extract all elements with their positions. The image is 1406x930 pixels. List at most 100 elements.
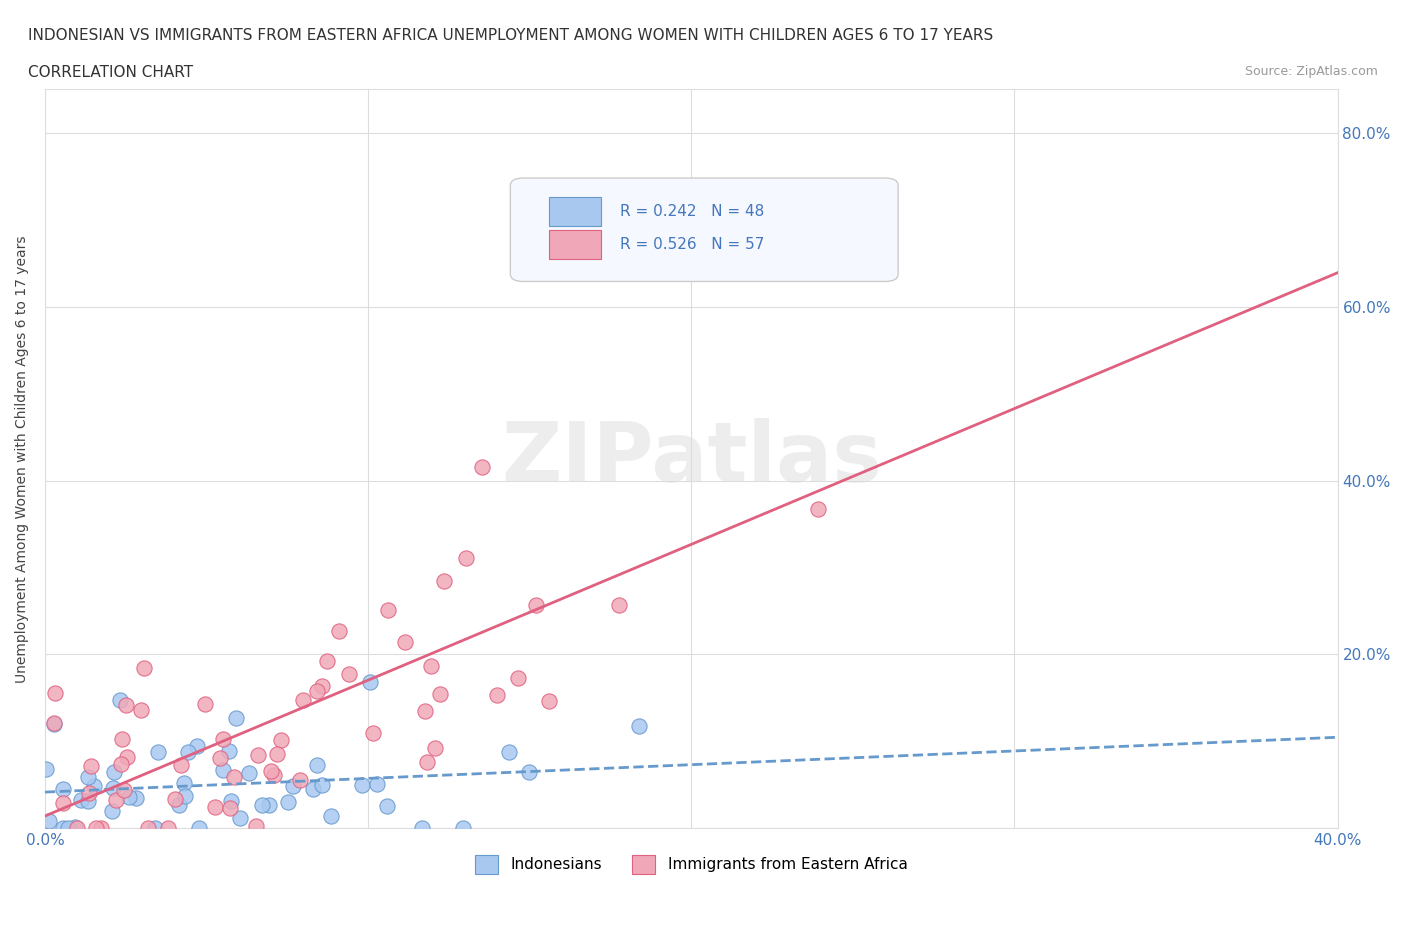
Point xyxy=(352,777,374,792)
Point xyxy=(238,765,260,780)
Point xyxy=(212,732,235,747)
Point xyxy=(394,634,416,649)
Point xyxy=(429,687,451,702)
Point xyxy=(52,782,75,797)
Point xyxy=(77,785,100,800)
Point xyxy=(375,798,398,813)
Point xyxy=(212,763,235,777)
Point xyxy=(146,745,169,760)
Point xyxy=(194,697,217,711)
Text: CORRELATION CHART: CORRELATION CHART xyxy=(28,65,193,80)
Point xyxy=(218,744,240,759)
Point xyxy=(305,684,328,698)
Point xyxy=(628,719,651,734)
Point xyxy=(79,759,101,774)
Point xyxy=(222,769,245,784)
Point xyxy=(103,764,125,779)
Point xyxy=(101,780,124,795)
Text: Source: ZipAtlas.com: Source: ZipAtlas.com xyxy=(1244,65,1378,78)
Text: ZIPatlas: ZIPatlas xyxy=(501,418,882,499)
Point xyxy=(456,551,478,565)
Point xyxy=(101,804,124,818)
Point xyxy=(519,764,541,779)
Point xyxy=(108,692,131,707)
Point xyxy=(228,810,250,825)
Point xyxy=(257,798,280,813)
Point xyxy=(173,776,195,790)
Point xyxy=(38,814,60,829)
Point xyxy=(173,788,195,803)
Point xyxy=(221,794,243,809)
Y-axis label: Unemployment Among Women with Children Ages 6 to 17 years: Unemployment Among Women with Children A… xyxy=(15,235,30,683)
Point xyxy=(115,698,138,712)
Point xyxy=(263,768,285,783)
Point xyxy=(225,711,247,726)
Point xyxy=(124,790,146,805)
Point xyxy=(506,671,529,685)
Point xyxy=(377,603,399,618)
Point xyxy=(111,732,134,747)
Point xyxy=(266,746,288,761)
Point xyxy=(63,819,86,834)
Point xyxy=(302,781,325,796)
Point xyxy=(76,769,98,784)
Point xyxy=(319,808,342,823)
Point xyxy=(66,820,89,835)
Point xyxy=(112,782,135,797)
Point xyxy=(129,703,152,718)
Text: INDONESIAN VS IMMIGRANTS FROM EASTERN AFRICA UNEMPLOYMENT AMONG WOMEN WITH CHILD: INDONESIAN VS IMMIGRANTS FROM EASTERN AF… xyxy=(28,28,994,43)
Point xyxy=(316,654,339,669)
Point xyxy=(143,820,166,835)
Point xyxy=(44,716,66,731)
Point xyxy=(115,750,138,764)
Point xyxy=(411,820,433,835)
Point xyxy=(623,264,645,279)
Point xyxy=(307,757,329,772)
Point xyxy=(209,751,232,765)
Point xyxy=(104,792,127,807)
Point xyxy=(83,778,105,793)
Point xyxy=(156,820,179,835)
Legend: Indonesians, Immigrants from Eastern Africa: Indonesians, Immigrants from Eastern Afr… xyxy=(470,849,914,880)
FancyBboxPatch shape xyxy=(510,178,898,282)
Point xyxy=(110,757,132,772)
Point xyxy=(177,744,200,759)
FancyBboxPatch shape xyxy=(550,196,600,226)
Point xyxy=(186,738,208,753)
Point xyxy=(451,820,474,835)
Point xyxy=(245,818,267,833)
Point xyxy=(524,597,547,612)
FancyBboxPatch shape xyxy=(550,230,600,259)
Point xyxy=(288,773,311,788)
Point xyxy=(328,624,350,639)
Point xyxy=(118,790,141,804)
Point xyxy=(419,658,441,673)
Point xyxy=(163,792,186,807)
Point xyxy=(170,757,193,772)
Point xyxy=(415,755,437,770)
Point xyxy=(366,777,388,791)
Point xyxy=(247,748,270,763)
Point xyxy=(485,687,508,702)
Point xyxy=(70,792,93,807)
Point xyxy=(35,762,58,777)
Point xyxy=(361,725,384,740)
Point xyxy=(90,820,112,835)
Point xyxy=(537,694,560,709)
Point xyxy=(359,675,381,690)
Text: R = 0.242   N = 48: R = 0.242 N = 48 xyxy=(620,204,765,219)
Point xyxy=(44,715,66,730)
Point xyxy=(187,820,209,835)
Point xyxy=(337,667,360,682)
Point xyxy=(423,741,446,756)
Point xyxy=(291,693,314,708)
Point xyxy=(270,733,292,748)
Point xyxy=(413,704,436,719)
Point xyxy=(77,793,100,808)
Point xyxy=(84,820,107,835)
Point xyxy=(252,798,274,813)
Point xyxy=(807,502,830,517)
Point xyxy=(52,796,75,811)
Point xyxy=(58,820,80,835)
Point xyxy=(471,459,494,474)
